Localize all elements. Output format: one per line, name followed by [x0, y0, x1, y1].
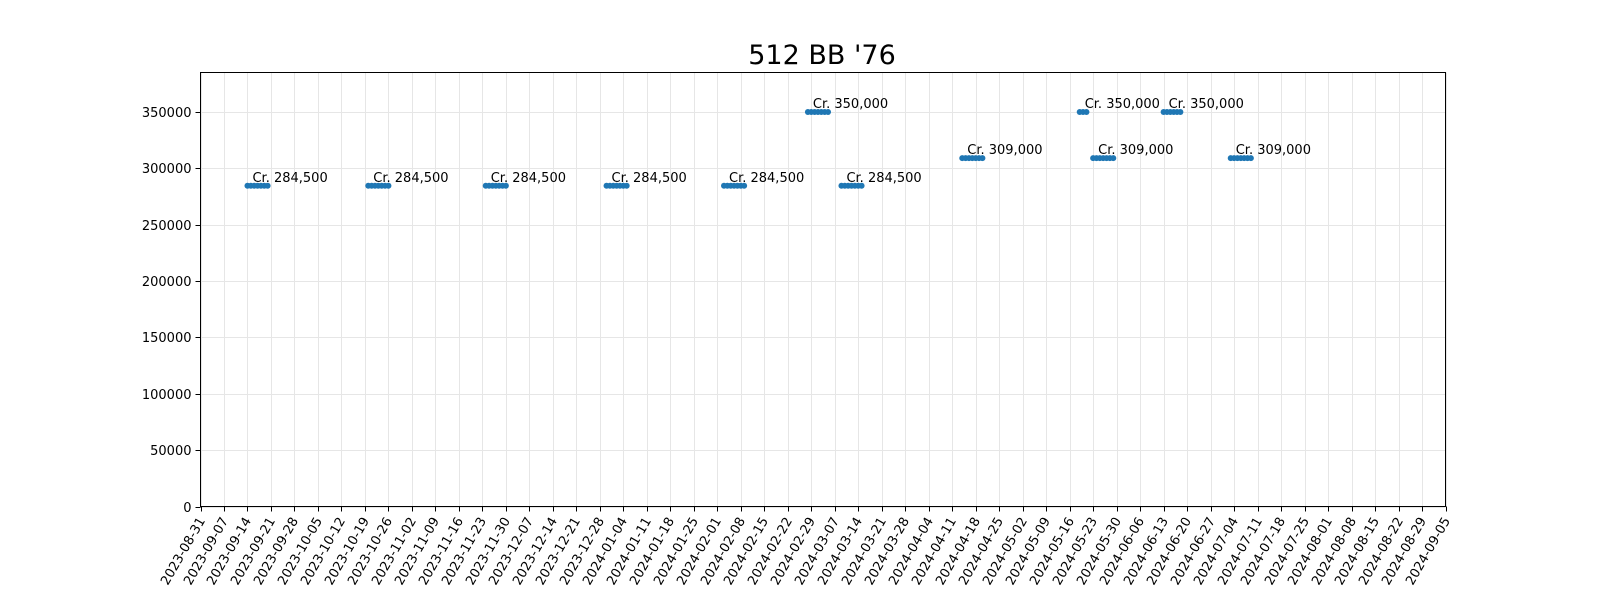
- data-label: Cr. 309,000: [1236, 143, 1311, 158]
- data-point: [858, 182, 865, 189]
- data-point: [1083, 108, 1090, 115]
- y-tick-label: 50000: [150, 444, 191, 459]
- y-tick-label: 200000: [142, 275, 192, 290]
- data-point: [1110, 155, 1117, 162]
- data-label: Cr. 350,000: [1169, 97, 1244, 112]
- x-axis: 2023-08-312023-09-072023-09-142023-09-21…: [158, 506, 1454, 588]
- data-label: Cr. 284,500: [846, 171, 921, 186]
- y-tick-label: 100000: [142, 388, 192, 403]
- data-label: Cr. 284,500: [729, 171, 804, 186]
- data-point: [825, 108, 832, 115]
- y-tick-label: 350000: [142, 106, 192, 121]
- data-point: [623, 182, 630, 189]
- grid: [200, 72, 1447, 508]
- data-point: [502, 182, 509, 189]
- data-label: Cr. 309,000: [1098, 143, 1173, 158]
- data-point: [979, 155, 986, 162]
- data-point: [385, 182, 392, 189]
- y-tick-label: 300000: [142, 162, 192, 177]
- y-axis: 0 50000 100000 150000 200000 250000 300000 3500…: [142, 106, 201, 516]
- data-points: [244, 108, 1254, 189]
- data-point: [1177, 108, 1184, 115]
- data-point: [741, 182, 748, 189]
- y-tick-label: 0: [183, 501, 191, 516]
- data-label: Cr. 284,500: [373, 171, 448, 186]
- data-label: Cr. 284,500: [612, 171, 687, 186]
- data-label: Cr. 350,000: [813, 97, 888, 112]
- chart-title: 512 BB '76: [748, 40, 896, 71]
- plot-frame: [200, 72, 1446, 507]
- y-tick-label: 150000: [142, 331, 192, 346]
- data-label: Cr. 284,500: [252, 171, 327, 186]
- data-label: Cr. 309,000: [967, 143, 1042, 158]
- data-labels: Cr. 284,500 Cr. 284,500 Cr. 284,500 Cr. 284…: [252, 97, 1311, 186]
- data-label: Cr. 350,000: [1085, 97, 1160, 112]
- data-label: Cr. 284,500: [491, 171, 566, 186]
- data-point: [264, 182, 271, 189]
- y-tick-label: 250000: [142, 219, 192, 234]
- data-point: [1247, 155, 1254, 162]
